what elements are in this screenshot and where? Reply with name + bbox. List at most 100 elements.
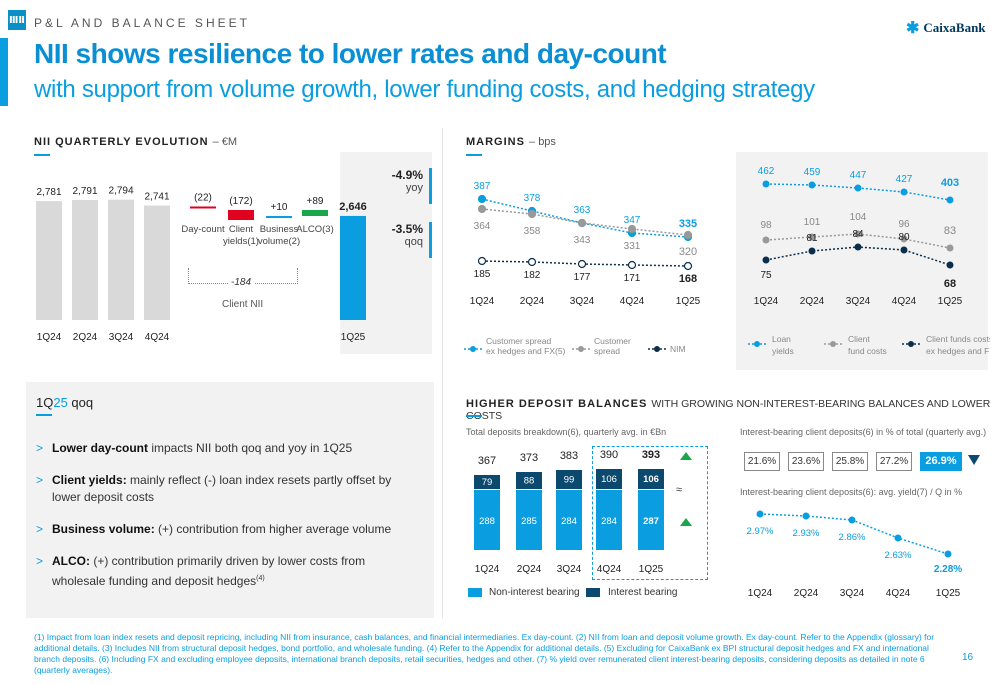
nii-driver-label: Client xyxy=(229,224,254,235)
bullet-bold: Business volume: xyxy=(52,522,155,536)
yield-value-label: 2.93% xyxy=(793,528,820,539)
deposit-x-label: 3Q24 xyxy=(557,564,582,575)
deposit-bar-ib xyxy=(556,470,582,489)
deposit-bar-nib xyxy=(638,490,664,550)
legend-label: Client xyxy=(848,334,870,344)
margin-point xyxy=(946,261,954,269)
yield-point xyxy=(848,516,856,524)
legend-label: yields xyxy=(772,346,794,356)
yield-point xyxy=(802,512,810,520)
nii-driver-label: yields(1) xyxy=(223,236,259,247)
margin-x-label: 3Q24 xyxy=(846,296,871,307)
deposit-bar-nib xyxy=(556,490,582,550)
qoq-panel xyxy=(26,382,434,618)
nii-value-label: (172) xyxy=(229,196,252,207)
client-nii-label: Client NII xyxy=(222,299,264,310)
nii-waterfall-chart: 2,781 1Q24 2,791 2Q24 2,794 3Q24 2,741 4Q24 (22)… xyxy=(36,186,367,343)
nii-bar xyxy=(340,215,366,320)
yield-point xyxy=(944,550,952,558)
deposits-heading: HIGHER DEPOSIT BALANCES WITH GROWING NON… xyxy=(466,398,1000,422)
margins-heading-text: MARGINS xyxy=(466,136,525,148)
nii-value-label: (22) xyxy=(194,192,212,203)
nii-bar xyxy=(190,206,216,209)
margin-point xyxy=(808,247,816,255)
margin-point xyxy=(683,230,693,240)
margin-value-label: 75 xyxy=(760,270,772,281)
yoy-value: -4.9% xyxy=(391,168,423,182)
margin-point xyxy=(946,244,954,252)
margins-right-chart: 462 459 447 427 403 98 101 104 96 83 75 81 84 80 68 1Q2… xyxy=(748,166,990,356)
ib-share-value: 21.6% xyxy=(744,452,780,471)
margin-value-label: 335 xyxy=(679,218,697,230)
margin-value-label: 343 xyxy=(574,235,591,246)
yoy-box: -4.9% yoy xyxy=(382,168,432,204)
legend-nib-label: Non-interest bearing xyxy=(489,587,580,598)
deposit-nib-label: 284 xyxy=(601,516,617,527)
margin-value-label: 331 xyxy=(624,241,641,252)
margin-point xyxy=(946,196,954,204)
deposit-total-label: 390 xyxy=(600,450,618,461)
bullet-alco: > ALCO: (+) contribution primarily driven… xyxy=(36,554,366,588)
page-title: NII shows resilience to lower rates and … xyxy=(34,38,667,69)
nii-heading-text: NII QUARTERLY EVOLUTION xyxy=(34,136,209,148)
margin-point xyxy=(577,259,587,269)
legend-label: fund costs xyxy=(848,346,887,356)
deposit-nib-label: 287 xyxy=(643,516,659,527)
margin-value-label: 104 xyxy=(850,212,867,223)
margin-value-label: 81 xyxy=(806,233,818,244)
margins-left-chart: 387 378 363 347 335 364 358 343 331 320 185 182 177 1… xyxy=(464,181,701,356)
deposits-heading-rest: WITH GROWING NON-INTEREST-BEARING BALANC… xyxy=(466,398,991,422)
nii-driver-label: volume(2) xyxy=(258,236,300,247)
margin-point xyxy=(808,181,816,189)
margin-x-label: 1Q24 xyxy=(470,296,495,307)
bullet-text: impacts NII both qoq and yoy in 1Q25 xyxy=(148,441,353,455)
margin-point xyxy=(854,243,862,251)
margin-point xyxy=(900,188,908,196)
yield-x-label: 2Q24 xyxy=(794,588,819,599)
qoq-title-year: 25 xyxy=(53,395,68,410)
bullet-business-volume: > Business volume: (+) contribution from … xyxy=(36,522,392,536)
bullet-client-yields: > Client yields: mainly reflect (-) loan … xyxy=(36,473,392,504)
margin-value-label: 387 xyxy=(474,181,491,192)
deposit-bar-ib xyxy=(638,469,664,489)
margin-value-label: 363 xyxy=(574,205,591,216)
deposit-bar-ib xyxy=(596,469,622,489)
margin-point xyxy=(762,180,770,188)
margin-point xyxy=(527,257,537,267)
margins-heading: MARGINS – bps xyxy=(466,136,556,148)
qoq-heading-dash xyxy=(36,414,52,416)
margin-point xyxy=(762,256,770,264)
nii-bar xyxy=(228,210,254,220)
yield-x-label: 1Q25 xyxy=(936,588,961,599)
deposits-highlight-box xyxy=(592,446,708,580)
nii-bar xyxy=(72,199,98,320)
margin-point xyxy=(900,246,908,254)
bullet-text: (+) contribution from higher average vol… xyxy=(154,522,392,536)
vertical-divider xyxy=(442,128,443,618)
legend-dot xyxy=(470,346,476,352)
nii-value-label: 2,646 xyxy=(339,201,367,213)
margin-point xyxy=(900,235,908,243)
nii-category-label: 2Q24 xyxy=(73,332,98,343)
margin-value-label: 462 xyxy=(758,166,775,177)
deposit-nib-label: 284 xyxy=(561,516,577,527)
nii-value-label: +10 xyxy=(271,202,288,213)
deposit-bar-nib xyxy=(474,490,500,550)
margin-point xyxy=(808,233,816,241)
ib-share-value: 27.2% xyxy=(876,452,912,471)
yield-chart: 2.97% 2.93% 2.86% 2.63% 2.28% 1Q24 2Q24 3Q24 4Q2… xyxy=(747,510,962,599)
margin-value-label: 80 xyxy=(898,232,910,243)
ib-share-value: 25.8% xyxy=(832,452,868,471)
legend-label: ex hedges and FX(5) xyxy=(486,346,566,356)
margin-value-label: 96 xyxy=(898,219,910,230)
deposit-total-label: 383 xyxy=(560,450,578,462)
ib-share-value: 23.6% xyxy=(788,452,824,471)
qoq-box: -3.5% qoq xyxy=(382,222,432,258)
deposit-nib-label: 285 xyxy=(521,516,537,527)
nii-value-label: 2,781 xyxy=(36,187,61,198)
nii-driver-label: Day-count xyxy=(181,224,225,235)
nii-value-label: 2,741 xyxy=(144,191,169,202)
section-tag: P&L AND BALANCE SHEET xyxy=(34,16,250,30)
page-number: 16 xyxy=(962,652,974,663)
margin-value-label: 378 xyxy=(524,193,541,204)
